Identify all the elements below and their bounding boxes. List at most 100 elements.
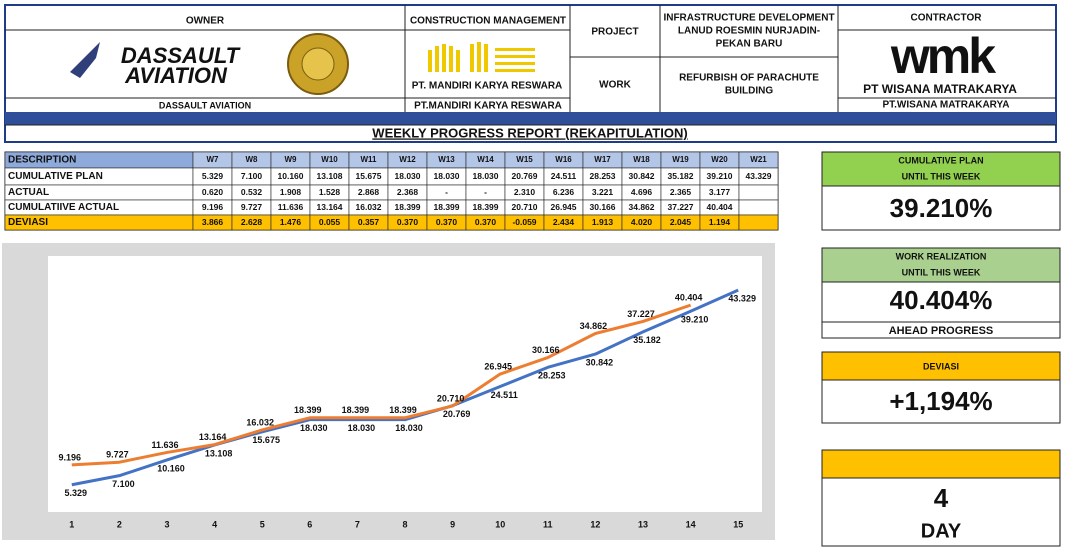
owner-emblem [287, 33, 349, 95]
column-header: W17 [594, 155, 611, 164]
cell-value: 18.030 [473, 171, 499, 181]
x-tick-label: 13 [638, 519, 648, 529]
cell-value: 0.620 [202, 187, 224, 197]
data-label: 18.399 [294, 405, 322, 415]
cell-value: 37.227 [668, 202, 694, 212]
cell-value: 1.908 [280, 187, 302, 197]
project-label: PROJECT [591, 27, 638, 38]
x-tick-label: 14 [686, 519, 696, 529]
data-label: 16.032 [246, 417, 274, 427]
cell-value: 0.532 [241, 187, 263, 197]
column-header: W14 [477, 155, 494, 164]
cell-value: 39.210 [707, 171, 733, 181]
cell-value: 20.769 [512, 171, 538, 181]
column-header: W9 [285, 155, 298, 164]
column-header: W15 [516, 155, 533, 164]
cell-value: - [484, 187, 487, 197]
summary-header [821, 351, 1061, 381]
cell-value: 24.511 [551, 171, 577, 181]
x-tick-label: 15 [733, 519, 743, 529]
cell-value: 28.253 [590, 171, 616, 181]
summary-title: UNTIL THIS WEEK [902, 267, 981, 277]
contractor-logo-name: PT WISANA MATRAKARYA [863, 82, 1017, 96]
x-tick-label: 1 [69, 519, 74, 529]
data-label: 9.196 [59, 452, 82, 462]
x-tick-label: 12 [590, 519, 600, 529]
x-tick-label: 5 [260, 519, 265, 529]
column-header: W12 [399, 155, 416, 164]
series-line [71, 303, 692, 467]
summary-note-box [821, 321, 1061, 339]
summary-title: CUMULATIVE PLAN [898, 155, 983, 165]
summary-unit: DAY [921, 520, 962, 542]
table-cell [738, 214, 779, 231]
summary-value: +1,194% [889, 386, 992, 416]
cell-value: 3.866 [202, 217, 224, 227]
data-label: 18.030 [395, 423, 423, 433]
data-label: 28.253 [538, 371, 566, 381]
cell-value: 0.370 [397, 217, 419, 227]
column-header: W7 [207, 155, 220, 164]
work-value: BUILDING [725, 86, 774, 97]
column-header: W19 [672, 155, 689, 164]
x-tick-label: 2 [117, 519, 122, 529]
row-label: CUMULATIVE PLAN [8, 171, 103, 182]
data-label: 20.710 [437, 393, 465, 403]
row-label: DEVIASI [8, 217, 48, 228]
owner-logo-mark [70, 42, 100, 78]
data-label: 10.160 [157, 463, 185, 473]
cell-value: 30.166 [590, 202, 616, 212]
x-tick-label: 9 [450, 519, 455, 529]
x-tick-label: 7 [355, 519, 360, 529]
data-label: 15.675 [252, 435, 280, 445]
cell-value: 40.404 [707, 202, 733, 212]
summary-header [821, 449, 1061, 479]
data-label: 5.329 [65, 488, 88, 498]
header-band [5, 112, 1056, 125]
data-label: 24.511 [491, 390, 518, 400]
x-tick-label: 3 [164, 519, 169, 529]
contractor-title: CONTRACTOR [911, 13, 983, 24]
work-value: REFURBISH OF PARACHUTE [679, 73, 819, 84]
owner-logo-text: AVIATION [124, 63, 228, 88]
x-tick-label: 8 [402, 519, 407, 529]
summary-value: 39.210% [890, 193, 993, 223]
x-tick-label: 11 [543, 519, 553, 529]
contractor-name: PT.WISANA MATRAKARYA [882, 100, 1009, 111]
cell-value: 18.399 [434, 202, 460, 212]
data-label: 18.030 [348, 423, 376, 433]
owner-title: OWNER [186, 16, 225, 27]
cell-value: 3.221 [592, 187, 614, 197]
report-title: WEEKLY PROGRESS REPORT (REKAPITULATION) [372, 125, 687, 140]
column-header: W18 [633, 155, 650, 164]
cell-value: 26.945 [551, 202, 577, 212]
data-label: 30.842 [586, 357, 614, 367]
header-grid [5, 5, 1056, 126]
cell-value: 1.194 [709, 217, 731, 227]
data-label: 43.329 [728, 294, 756, 304]
cm-title: CONSTRUCTION MANAGEMENT [410, 16, 566, 27]
project-value: PEKAN BARU [716, 39, 783, 50]
cm-logo-name: PT. MANDIRI KARYA RESWARA [412, 81, 563, 92]
column-header: W8 [246, 155, 259, 164]
cell-value: 2.365 [670, 187, 692, 197]
data-label: 11.636 [151, 440, 178, 450]
data-label: 37.227 [627, 309, 655, 319]
x-tick-label: 6 [307, 519, 312, 529]
summary-value-box [821, 477, 1061, 547]
data-label: 13.164 [199, 432, 227, 442]
cell-value: 0.370 [475, 217, 497, 227]
summary-title: WORK REALIZATION [896, 251, 987, 261]
cell-value: 35.182 [668, 171, 694, 181]
data-label: 13.108 [205, 448, 233, 458]
data-label: 40.404 [675, 293, 703, 303]
cell-value: 1.528 [319, 187, 341, 197]
summary-header [821, 247, 1061, 283]
data-label: 9.727 [106, 450, 129, 460]
data-label: 18.399 [389, 405, 417, 415]
cm-logo [428, 42, 535, 72]
summary-title: DEVIASI [923, 361, 959, 371]
column-header: W11 [360, 155, 377, 164]
cell-value: 2.368 [397, 187, 419, 197]
